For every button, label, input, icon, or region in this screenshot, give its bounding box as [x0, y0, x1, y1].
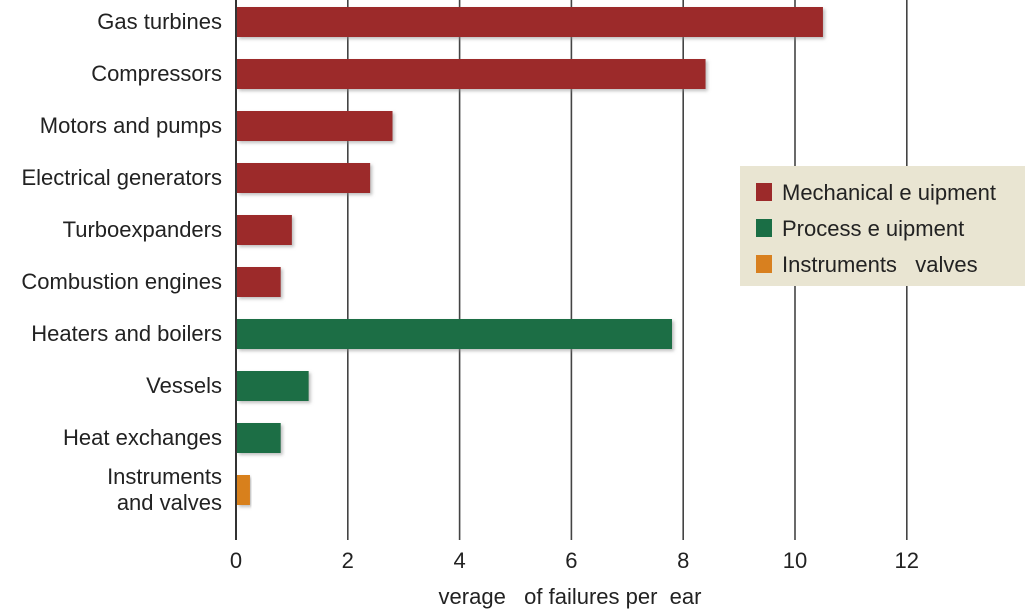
x-tick-label: 8 — [677, 548, 689, 573]
bar — [237, 59, 706, 89]
category-label: Instruments and valves — [107, 464, 222, 515]
bar — [237, 371, 309, 401]
category-label: Heaters and boilers — [31, 321, 222, 346]
legend-label: Process e uipment — [782, 216, 964, 241]
x-tick-label: 2 — [342, 548, 354, 573]
category-labels: Gas turbines Compressors Motors and pumps E… — [21, 9, 222, 515]
category-label: Electrical generators — [21, 165, 222, 190]
bar — [237, 7, 823, 37]
bar — [237, 163, 371, 193]
bar — [237, 111, 393, 141]
legend-swatch — [756, 183, 772, 201]
category-label: Compressors — [91, 61, 222, 86]
legend-label: Instruments valves — [782, 252, 978, 277]
category-label: Gas turbines — [97, 9, 222, 34]
x-axis-title: verage of failures per ear — [439, 584, 702, 609]
x-tick-label: 12 — [895, 548, 919, 573]
category-label: Motors and pumps — [40, 113, 222, 138]
category-label: Heat exchanges — [63, 425, 222, 450]
x-tick-labels: 0 2 4 6 8 10 12 — [230, 548, 919, 573]
legend-swatch — [756, 255, 772, 273]
bar — [237, 267, 281, 297]
legend-box — [740, 166, 1025, 286]
x-tick-label: 4 — [453, 548, 465, 573]
bar — [237, 215, 292, 245]
legend: Mechanical e uipment Process e uipment Ins… — [740, 166, 1025, 286]
legend-label: Mechanical e uipment — [782, 180, 996, 205]
bar — [237, 423, 281, 453]
x-tick-label: 0 — [230, 548, 242, 573]
bar — [237, 475, 250, 505]
category-label: Turboexpanders — [63, 217, 222, 242]
category-label: Vessels — [146, 373, 222, 398]
bars — [237, 7, 823, 505]
category-label: Combustion engines — [21, 269, 222, 294]
legend-swatch — [756, 219, 772, 237]
x-tick-label: 6 — [565, 548, 577, 573]
bar — [237, 319, 673, 349]
x-tick-label: 10 — [783, 548, 807, 573]
